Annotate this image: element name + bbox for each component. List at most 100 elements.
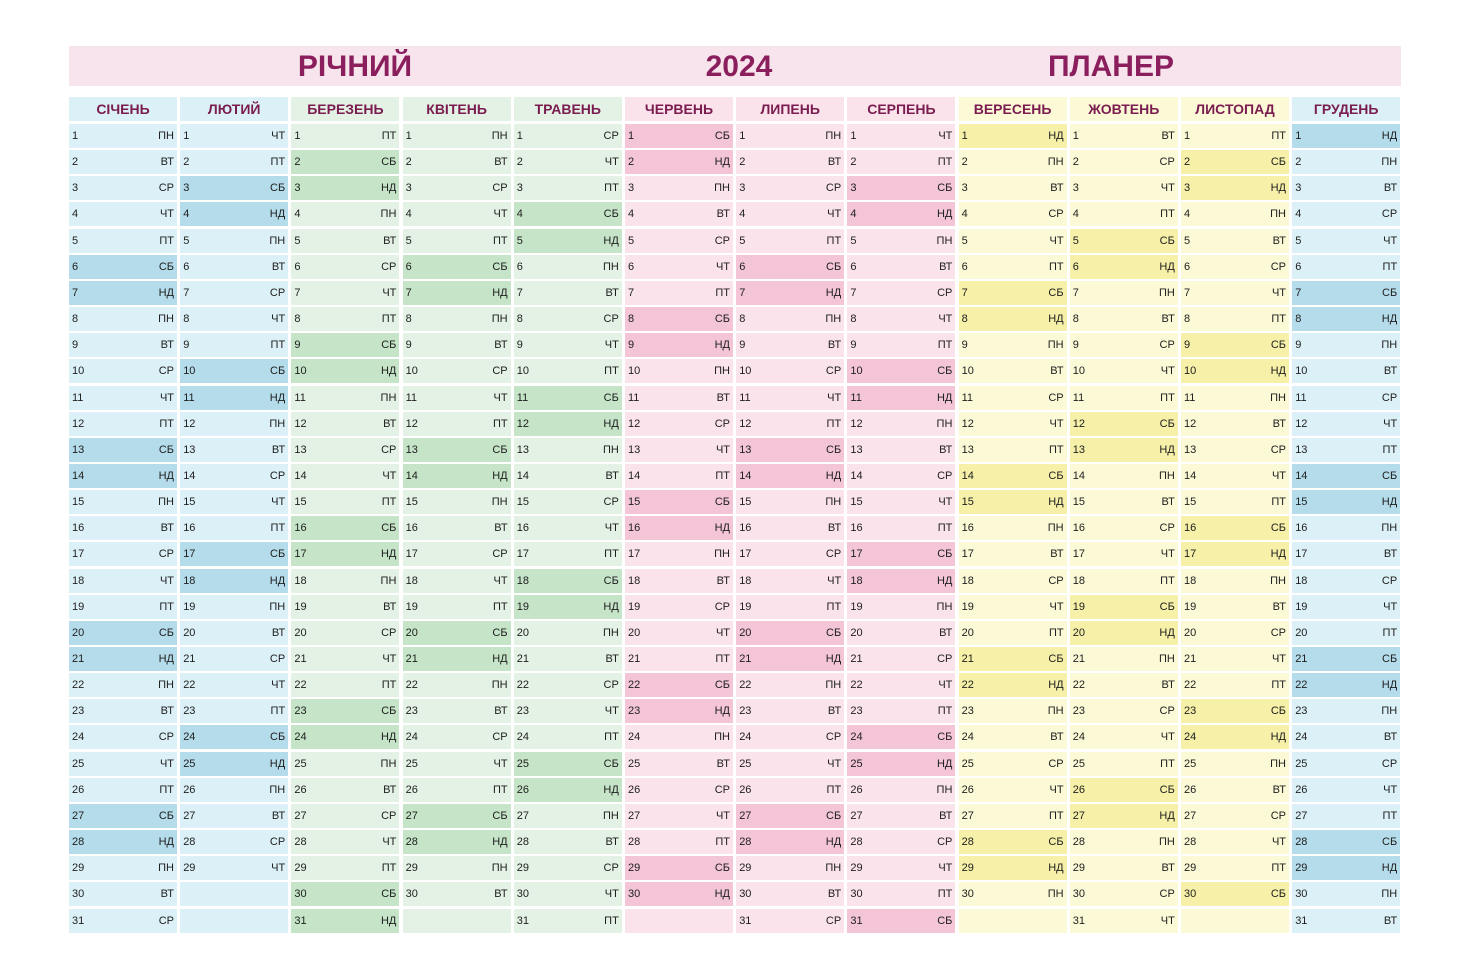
day-row[interactable]: 15 ВТ [1069, 490, 1178, 515]
day-row[interactable]: 2 СР [1069, 150, 1178, 175]
day-row[interactable]: 20 СР [291, 620, 400, 645]
day-row[interactable]: 22 ПН [69, 673, 177, 698]
day-row[interactable]: 11 НД [847, 385, 956, 410]
day-row[interactable]: 2 ВТ [402, 150, 511, 175]
day-row[interactable]: 17 ЧТ [1069, 542, 1178, 567]
day-row[interactable]: 30 ПН [1292, 882, 1401, 907]
day-row[interactable]: 3 СБ [180, 176, 289, 201]
day-row[interactable]: 3 ВТ [1292, 176, 1401, 201]
day-row[interactable]: 24 ВТ [958, 725, 1067, 750]
day-row[interactable]: 29 ПН [69, 856, 177, 881]
day-row[interactable]: 21 НД [69, 647, 177, 671]
day-row[interactable]: 15 СБ [625, 490, 733, 515]
day-row[interactable]: 7 СБ [1292, 280, 1401, 305]
day-row[interactable]: 16 ПТ [180, 516, 289, 541]
day-row[interactable]: 9 ВТ [402, 333, 511, 358]
day-row[interactable]: 1 ПТ [291, 124, 400, 148]
day-row[interactable]: 21 ПН [1069, 647, 1178, 671]
day-row[interactable]: 17 ВТ [1292, 542, 1401, 567]
day-row[interactable]: 8 ПТ [1181, 307, 1289, 332]
day-row[interactable]: 10 ВТ [958, 359, 1067, 384]
day-row[interactable]: 21 НД [402, 647, 511, 671]
day-row[interactable]: 27 ВТ [180, 803, 289, 828]
day-row[interactable]: 12 ВТ [1181, 411, 1289, 436]
day-row[interactable]: 24 СБ [180, 725, 289, 750]
day-row[interactable]: 15 ПТ [1181, 490, 1289, 515]
day-row[interactable]: 10 НД [291, 359, 400, 384]
day-row[interactable]: 22 ПН [736, 673, 845, 698]
day-row[interactable]: 28 ЧТ [1181, 830, 1289, 855]
day-row[interactable]: 8 ПН [736, 307, 845, 332]
day-row[interactable]: 4 ЧТ [69, 202, 177, 227]
day-row[interactable]: 30 СБ [1181, 882, 1289, 907]
day-row[interactable]: 5 ВТ [1181, 228, 1289, 253]
day-row[interactable]: 29 ПН [402, 856, 511, 881]
day-row[interactable]: 23 ВТ [402, 699, 511, 724]
day-row[interactable]: 2 СБ [291, 150, 400, 175]
day-row[interactable]: 24 СБ [847, 725, 956, 750]
day-row[interactable]: 13 СБ [69, 437, 177, 462]
day-row[interactable]: 23 ПТ [180, 699, 289, 724]
day-row[interactable]: 12 СБ [1069, 411, 1178, 436]
day-row[interactable]: 6 СБ [736, 254, 845, 279]
day-row[interactable]: 28 ПН [1069, 830, 1178, 855]
day-row[interactable]: 11 СБ [513, 385, 622, 410]
day-row[interactable]: 27 НД [1069, 803, 1178, 828]
day-row[interactable]: 31 ВТ [1292, 908, 1401, 933]
day-row[interactable]: 2 СБ [1181, 150, 1289, 175]
day-row[interactable]: 19 СР [625, 594, 733, 619]
day-row[interactable]: 25 ВТ [625, 751, 733, 776]
day-row[interactable]: 19 ЧТ [958, 594, 1067, 619]
day-row[interactable]: 8 ПН [69, 307, 177, 332]
day-row[interactable]: 13 СБ [402, 437, 511, 462]
day-row[interactable]: 2 ВТ [69, 150, 177, 175]
day-row[interactable]: 29 СР [513, 856, 622, 881]
day-row[interactable]: 16 ПН [1292, 516, 1401, 541]
day-row[interactable]: 3 НД [291, 176, 400, 201]
day-row[interactable]: 17 ПН [625, 542, 733, 567]
day-row[interactable]: 9 СБ [1181, 333, 1289, 358]
day-row[interactable]: 19 ПН [847, 594, 956, 619]
day-row[interactable]: 28 ЧТ [291, 830, 400, 855]
day-row[interactable]: 23 ЧТ [513, 699, 622, 724]
day-row[interactable]: 16 СБ [291, 516, 400, 541]
day-row[interactable]: 9 ПТ [847, 333, 956, 358]
day-row[interactable]: 24 НД [291, 725, 400, 750]
day-row[interactable]: 19 ВТ [291, 594, 400, 619]
day-row[interactable]: 27 ПТ [958, 803, 1067, 828]
day-row[interactable]: 4 ПТ [1069, 202, 1178, 227]
day-row[interactable]: 15 ПН [736, 490, 845, 515]
day-row[interactable]: 5 ВТ [291, 228, 400, 253]
day-row[interactable]: 30 ПТ [847, 882, 956, 907]
day-row[interactable]: 10 СР [736, 359, 845, 384]
day-row[interactable]: 4 СР [1292, 202, 1401, 227]
day-row[interactable]: 2 ЧТ [513, 150, 622, 175]
day-row[interactable]: 16 ВТ [69, 516, 177, 541]
day-row[interactable]: 22 ЧТ [847, 673, 956, 698]
day-row[interactable]: 9 ПН [1292, 333, 1401, 358]
day-row[interactable]: 28 НД [402, 830, 511, 855]
day-row[interactable]: 11 ПТ [1069, 385, 1178, 410]
day-row[interactable]: 2 НД [625, 150, 733, 175]
day-row[interactable]: 2 ПН [958, 150, 1067, 175]
day-row[interactable]: 31 СР [69, 908, 177, 933]
day-row[interactable]: 19 ПТ [736, 594, 845, 619]
day-row[interactable]: 15 ЧТ [180, 490, 289, 515]
day-row[interactable]: 12 ПН [180, 411, 289, 436]
day-row[interactable]: 14 НД [69, 463, 177, 488]
day-row[interactable]: 5 ЧТ [1292, 228, 1401, 253]
day-row[interactable]: 22 ПТ [1181, 673, 1289, 698]
day-row[interactable]: 11 ПН [291, 385, 400, 410]
day-row[interactable]: 29 ЧТ [847, 856, 956, 881]
day-row[interactable]: 1 ПН [69, 124, 177, 148]
day-row[interactable]: 20 ЧТ [625, 620, 733, 645]
day-row[interactable]: 12 НД [513, 411, 622, 436]
day-row[interactable]: 27 СБ [69, 803, 177, 828]
day-row[interactable]: 5 ЧТ [958, 228, 1067, 253]
day-row[interactable]: 1 НД [958, 124, 1067, 148]
day-row[interactable]: 8 ЧТ [180, 307, 289, 332]
day-row[interactable]: 19 ВТ [1181, 594, 1289, 619]
day-row[interactable]: 16 СР [1069, 516, 1178, 541]
day-row[interactable]: 1 СБ [625, 124, 733, 148]
day-row[interactable]: 12 ПТ [736, 411, 845, 436]
